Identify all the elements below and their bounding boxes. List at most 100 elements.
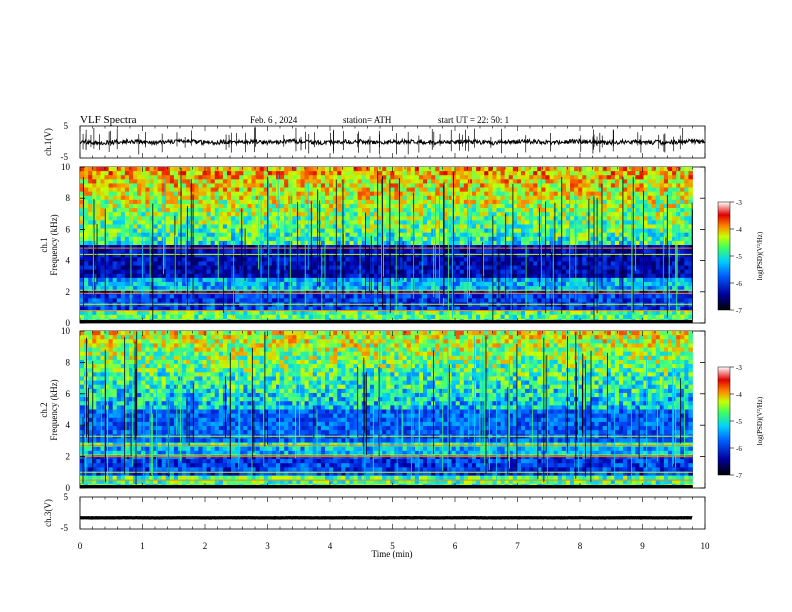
- ch1-spectrogram-cell: [516, 298, 522, 303]
- ch1-spectrogram-cell: [280, 249, 285, 254]
- ch1-spectrogram-cell: [227, 306, 232, 312]
- ch1-spectrogram-cell: [129, 310, 134, 316]
- ch1-spectrogram-cell: [570, 228, 575, 234]
- ch1-spectrogram-cell: [194, 175, 199, 180]
- ch1-spectrogram-cell: [320, 273, 326, 279]
- ch1-spectrogram-cell: [394, 253, 399, 258]
- ch1-spectrogram-cell: [504, 261, 510, 266]
- ch1-spectrogram-cell: [365, 187, 371, 193]
- ch1-spectrogram-cell: [300, 269, 305, 275]
- ch1-spectrogram-cell: [529, 245, 534, 250]
- ch1-spectrogram-cell: [255, 232, 261, 238]
- ch1-spectrogram-cell: [206, 220, 212, 225]
- ch1-spectrogram-cell: [194, 187, 199, 193]
- ch1-spectrogram-cell: [443, 261, 448, 266]
- ch1-spectrogram-cell: [390, 208, 395, 213]
- ch1-spectrogram-cell: [374, 195, 379, 201]
- ch1-spectrogram-cell: [280, 298, 285, 303]
- ch1-spectrogram-cell: [198, 187, 203, 193]
- ch1-spectrogram-cell: [492, 249, 497, 254]
- ch1-spectrogram-cell: [194, 245, 199, 250]
- ch1-spectrogram-cell: [296, 249, 301, 254]
- ch1-spectrogram-cell: [541, 216, 546, 221]
- ch1-spectrogram-cell: [467, 175, 473, 180]
- ch1-spectrogram-cell: [386, 269, 391, 275]
- ch1-spectrogram-cell: [545, 179, 550, 184]
- ch1-spectrogram-cell: [251, 314, 256, 320]
- ch1-spectrogram-cell: [263, 265, 269, 271]
- ch1-spectrogram-cell: [259, 191, 265, 197]
- ch1-spectrogram-cell: [561, 294, 567, 299]
- ch1-spectrogram-cell: [169, 232, 175, 238]
- ch1-spectrogram-cell: [284, 294, 289, 299]
- ch1-spectrogram-cell: [325, 167, 330, 172]
- ch1-spectrogram-cell: [137, 191, 142, 197]
- ch1-spectrogram-cell: [455, 281, 461, 287]
- ch1-spectrogram-cell: [365, 203, 371, 209]
- ch1-spectrogram-cell: [353, 265, 359, 271]
- ch1-waveform-panel: 5 -5 ch.1(V): [43, 121, 706, 162]
- ch1-spectrogram-cell: [149, 314, 154, 320]
- ch1-spectrogram-cell: [124, 236, 130, 242]
- ch1-spectrogram-cell: [120, 269, 126, 275]
- ch1-spectrogram-cell: [173, 277, 179, 283]
- ch1-spectrogram-cell: [484, 203, 489, 209]
- ch1-spectrogram-cell: [472, 236, 477, 242]
- ch1-spectrogram-cell: [521, 253, 526, 258]
- ch1-spectrogram-cell: [418, 257, 424, 262]
- ch1-spectrogram-cell: [570, 175, 575, 180]
- ch1-spectrogram-cell: [92, 245, 97, 250]
- ch1-spectrogram-cell: [480, 232, 485, 238]
- ch1-spectrogram-cell: [137, 208, 142, 213]
- ch1-spectrogram-cell: [194, 281, 199, 287]
- ch1-spectrogram-cell: [80, 220, 85, 225]
- ch1-spectrogram-cell: [349, 208, 354, 213]
- ch1-spectrogram-cell: [549, 191, 555, 197]
- ch1-spectrogram-cell: [120, 314, 126, 320]
- ch1-spectrogram-cell: [521, 269, 526, 275]
- ch1-spectrogram-cell: [353, 199, 359, 205]
- ch1-spectrogram-cell: [296, 314, 301, 320]
- ch1-spectrogram-cell: [153, 199, 158, 205]
- ch1-spectrogram-cell: [480, 286, 485, 291]
- ch1-spectrogram-cell: [516, 261, 522, 266]
- ch1-spectrogram-cell: [472, 183, 477, 188]
- ch1-spectrogram-cell: [108, 245, 114, 250]
- ch1-spectrogram-cell: [271, 216, 277, 221]
- ch1-spectrogram-cell: [557, 191, 563, 197]
- ch1-spectrogram-cell: [210, 286, 216, 291]
- ch1-spectrogram-cell: [427, 298, 432, 303]
- ch1-spectrogram-cell: [500, 314, 506, 320]
- ch1-spectrogram-cell: [472, 208, 477, 213]
- ch1-spectrogram-cell: [169, 290, 175, 295]
- ch1-spectrogram-cell: [300, 245, 305, 250]
- ch1-spectrogram-cell: [345, 253, 350, 258]
- ch1-spectrogram-cell: [198, 249, 203, 254]
- ch1-spectrogram-cell: [153, 216, 158, 221]
- ch1-spectrogram-cell: [496, 298, 501, 303]
- ch1-spectrogram-cell: [333, 208, 338, 213]
- ch1-spectrogram-cell: [365, 228, 371, 234]
- ch1-spectrogram-cell: [378, 179, 383, 184]
- ch1-spectrogram-cell: [553, 290, 559, 295]
- ch1-spectrogram-cell: [202, 212, 207, 217]
- ch1-spectrogram-cell: [341, 228, 346, 234]
- ch1-spectrogram-cell: [182, 286, 187, 291]
- ch1-spectrogram-cell: [329, 261, 334, 266]
- ch1-spectrogram-cell: [243, 236, 248, 242]
- ch1-spectrogram-cell: [227, 175, 232, 180]
- ch1-spectrogram-cell: [402, 232, 408, 238]
- ch1-spectrogram-cell: [337, 306, 342, 312]
- ch1-spectrogram-cell: [259, 269, 265, 275]
- ch1-spectrogram-cell: [227, 310, 232, 316]
- ch1-spectrogram-cell: [357, 183, 363, 188]
- ch1-spectrogram-cell: [239, 277, 244, 283]
- ch1-spectrogram-cell: [100, 314, 105, 320]
- ch1-spectrogram-cell: [378, 265, 383, 271]
- ch1-spectrogram-cell: [463, 212, 469, 217]
- ch1-spectrogram-cell: [218, 257, 224, 262]
- ch1-spectrogram-cell: [284, 240, 289, 246]
- ch1-spectrogram-cell: [369, 236, 375, 242]
- ch1-spectrogram-cell: [439, 179, 444, 184]
- ch1-spectrogram-cell: [574, 277, 579, 283]
